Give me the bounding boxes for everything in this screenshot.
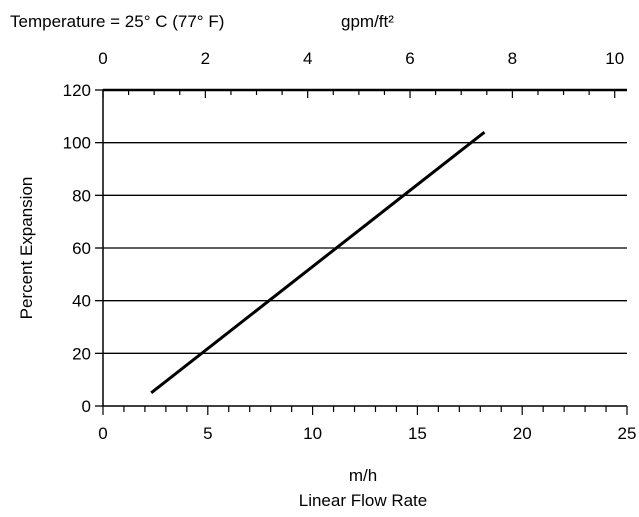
x-tick-label-15: 15 [408, 424, 427, 443]
y-tick-label-100: 100 [63, 134, 91, 153]
x-tick-label-25: 25 [618, 424, 637, 443]
x-tick-label-10: 10 [303, 424, 322, 443]
top-tick-label-2: 2 [201, 49, 210, 68]
x-axis-unit-label: m/h [349, 466, 377, 485]
series-layer [150, 130, 486, 395]
y-tick-label-60: 60 [72, 239, 91, 258]
chart-title: Temperature = 25° C (77° F) [10, 12, 224, 31]
x-tick-label-5: 5 [203, 424, 212, 443]
plot-frame [95, 89, 628, 415]
grid-lines [103, 88, 627, 354]
top-tick-label-0: 0 [98, 49, 107, 68]
top-tick-label-4: 4 [303, 49, 312, 68]
y-axis-label: Percent Expansion [17, 177, 36, 320]
top-tick-label-8: 8 [508, 49, 517, 68]
y-tick-label-80: 80 [72, 186, 91, 205]
x-tick-label-20: 20 [513, 424, 532, 443]
top-tick-label-10: 10 [605, 49, 624, 68]
labels: Temperature = 25° C (77° F) gpm/ft² m/h … [10, 12, 636, 510]
x-tick-label-0: 0 [98, 424, 107, 443]
top-tick-label-6: 6 [405, 49, 414, 68]
y-tick-label-20: 20 [72, 344, 91, 363]
y-tick-label-40: 40 [72, 292, 91, 311]
y-tick-label-0: 0 [82, 397, 91, 416]
x-axis-label: Linear Flow Rate [299, 491, 428, 510]
series-line-0 [150, 130, 486, 395]
y-tick-label-120: 120 [63, 81, 91, 100]
top-axis-unit-label: gpm/ft² [341, 12, 394, 31]
